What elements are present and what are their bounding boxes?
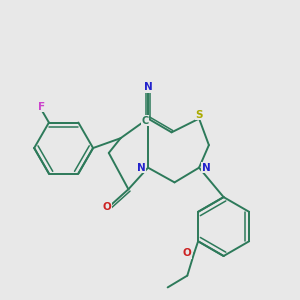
Text: N: N [137, 163, 146, 173]
Text: O: O [183, 248, 192, 258]
Text: O: O [102, 202, 111, 212]
Text: C: C [142, 116, 149, 126]
Text: F: F [38, 102, 46, 112]
Text: N: N [202, 163, 210, 173]
Text: S: S [195, 110, 203, 120]
Text: N: N [144, 82, 152, 92]
